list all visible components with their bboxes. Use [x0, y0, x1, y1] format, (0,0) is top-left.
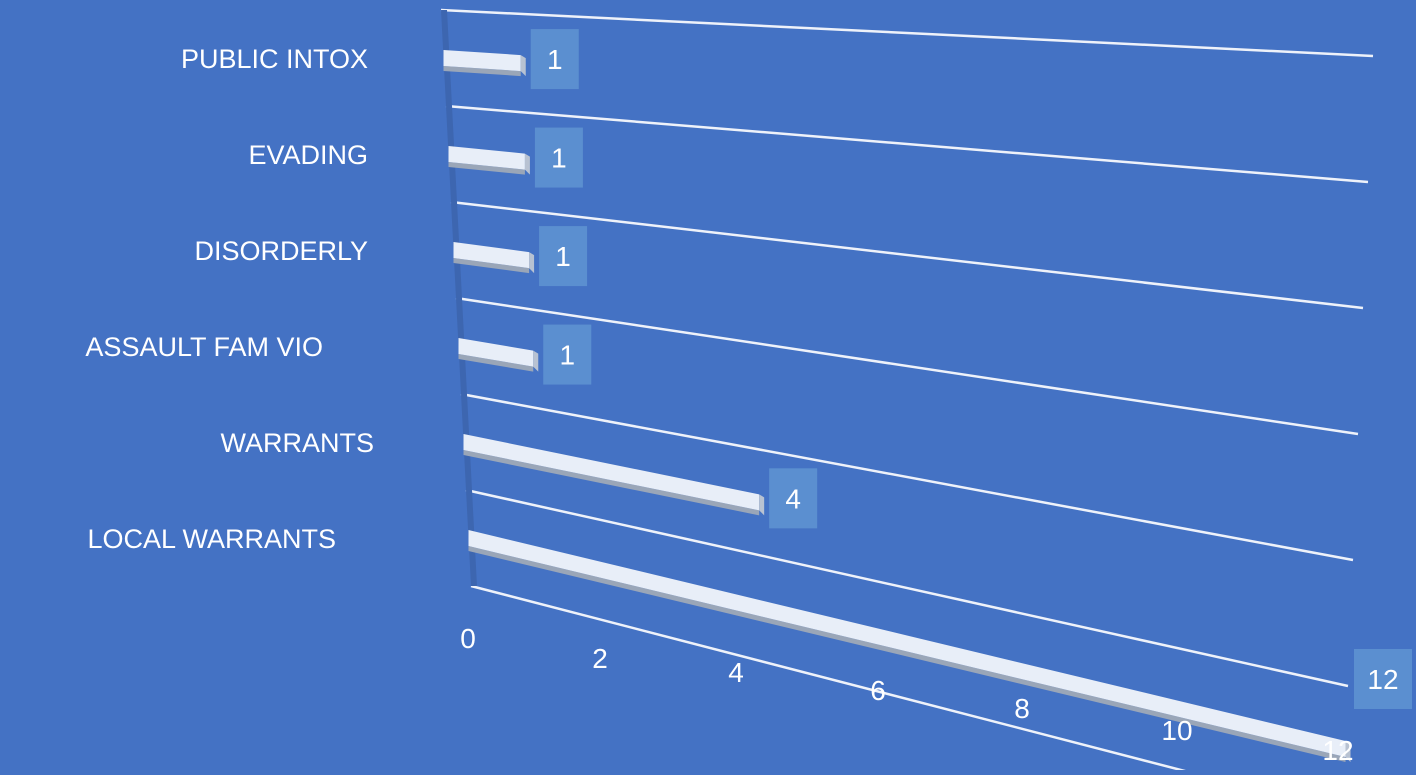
x-tick-label: 0	[460, 623, 476, 654]
data-label-text: 4	[785, 483, 801, 514]
gridline	[460, 392, 1354, 562]
bar-end-cap	[529, 252, 535, 274]
gridline	[440, 8, 1374, 58]
data-label: 12	[1354, 649, 1412, 709]
bar-face	[443, 50, 521, 72]
data-labels: 1 1 1 1 4 12	[530, 29, 1412, 709]
gridline	[465, 488, 1349, 688]
data-label-text: 12	[1367, 664, 1398, 695]
data-label-text: 1	[547, 44, 563, 75]
x-tick-label: 8	[1014, 693, 1030, 724]
category-label: ASSAULT FAM VIO	[85, 332, 323, 362]
x-tick-label: 12	[1322, 735, 1353, 766]
bars	[443, 50, 1351, 762]
data-label-box	[534, 127, 583, 188]
gridline	[455, 296, 1359, 436]
x-tick-label: 10	[1161, 715, 1192, 746]
bar	[468, 530, 1351, 762]
data-label-box	[1354, 649, 1412, 709]
data-label: 4	[769, 468, 818, 529]
x-tick-labels: 0 2 4 6 8 10 12	[460, 623, 1353, 766]
bar	[463, 434, 765, 516]
bar-end-cap	[524, 153, 530, 175]
bar	[443, 50, 526, 77]
bar-shadow	[443, 66, 521, 77]
axis-wall-face	[441, 10, 477, 586]
category-label: PUBLIC INTOX	[181, 44, 368, 74]
bar	[453, 242, 535, 274]
data-label-box	[539, 226, 588, 287]
bar-shadow	[463, 450, 760, 516]
data-label: 1	[530, 29, 579, 90]
bar-shadow	[453, 258, 530, 274]
data-label: 1	[534, 127, 583, 188]
bar-face	[468, 530, 1346, 757]
bar-end-cap	[759, 494, 765, 516]
category-label: EVADING	[248, 140, 368, 170]
gridlines	[440, 8, 1374, 775]
data-label: 1	[539, 226, 588, 287]
x-tick-label: 4	[728, 657, 744, 688]
data-label: 1	[543, 324, 592, 385]
x-tick-label: 6	[870, 675, 886, 706]
gridline	[450, 200, 1364, 310]
bar-end-cap	[520, 55, 526, 77]
gridline	[470, 584, 1206, 775]
data-label-box	[769, 468, 818, 529]
bar-face	[458, 338, 534, 367]
axis-wall	[441, 10, 477, 586]
bar-end-cap	[533, 350, 539, 372]
data-label-text: 1	[559, 340, 575, 371]
category-labels: PUBLIC INTOX EVADING DISORDERLY ASSAULT FAM…	[85, 44, 374, 554]
bar-shadow	[458, 354, 534, 372]
bar	[458, 338, 539, 372]
gridline	[445, 104, 1369, 184]
bar-face	[448, 146, 525, 170]
bar-end-cap	[1345, 741, 1351, 762]
category-label: DISORDERLY	[194, 236, 368, 266]
category-label: WARRANTS	[221, 428, 375, 458]
data-label-box	[530, 29, 579, 90]
bar-face	[453, 242, 530, 269]
bar-shadow	[468, 546, 1346, 762]
bar	[448, 146, 530, 175]
bar-shadow	[448, 162, 525, 175]
data-label-box	[543, 324, 592, 385]
category-label: LOCAL WARRANTS	[87, 524, 336, 554]
data-label-text: 1	[555, 241, 571, 272]
data-label-text: 1	[551, 143, 567, 174]
x-tick-label: 2	[592, 643, 608, 674]
bar-face	[463, 434, 760, 511]
